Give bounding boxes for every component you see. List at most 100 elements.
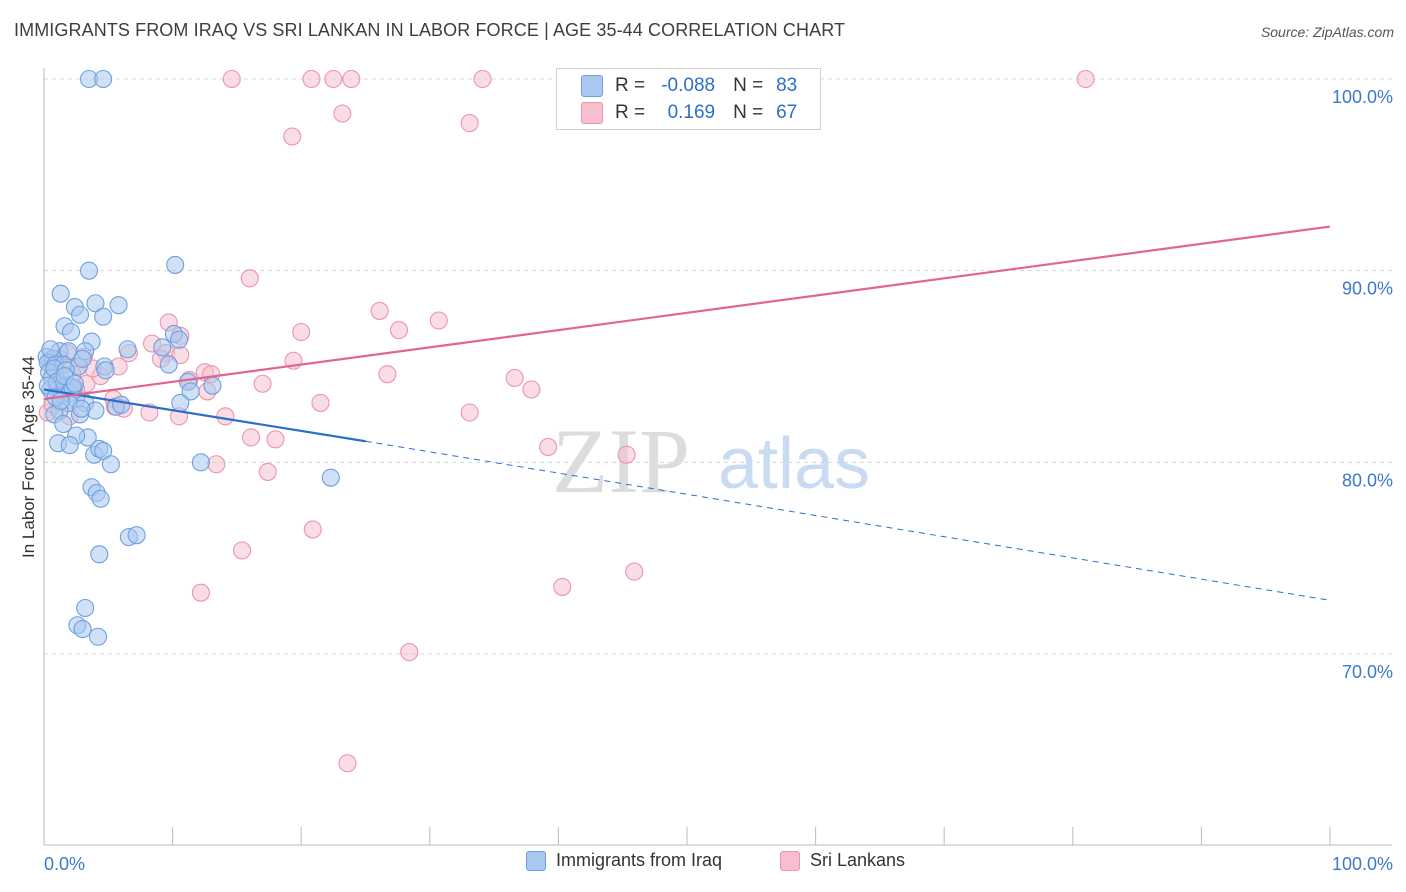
point-iraq: [72, 399, 91, 418]
point-sri-lankans: [460, 114, 479, 133]
point-iraq: [73, 349, 92, 368]
point-iraq: [60, 436, 79, 455]
trend-lines: [43, 225, 1331, 601]
point-sri-lankans: [429, 311, 448, 330]
y-tick-label: 90.0%: [1342, 279, 1393, 299]
point-iraq: [101, 455, 120, 474]
point-iraq: [88, 627, 108, 646]
point-iraq: [70, 305, 90, 324]
point-sri-lankans: [378, 365, 397, 384]
point-iraq: [76, 598, 95, 618]
y-tick-label: 70.0%: [1342, 662, 1393, 682]
stats-r-value: -0.088: [661, 75, 716, 96]
point-iraq: [79, 261, 99, 280]
point-sri-lankans: [292, 322, 311, 342]
point-iraq: [90, 545, 109, 564]
point-iraq: [61, 322, 81, 342]
point-sri-lankans: [324, 69, 343, 89]
point-sri-lankans: [553, 577, 572, 596]
source-credit: Source: ZipAtlas.com: [1260, 24, 1394, 40]
point-iraq: [94, 441, 113, 460]
stats-r-value: 0.169: [667, 102, 716, 123]
point-sri-lankans: [241, 428, 261, 447]
stats-swatch-iraq: [581, 75, 603, 97]
point-sri-lankans: [240, 269, 259, 288]
stats-swatch-sri-lankans: [581, 102, 603, 124]
stats-legend: R = -0.088 N = 83 R = 0.169 N = 67: [556, 68, 821, 130]
point-sri-lankans: [338, 754, 357, 773]
point-sri-lankans: [216, 407, 235, 426]
point-iraq: [86, 294, 105, 313]
stats-n-value: 83: [776, 75, 798, 96]
trend-line-sri-lankans: [43, 225, 1331, 401]
point-iraq: [112, 395, 131, 414]
point-sri-lankans: [191, 583, 210, 602]
trend-line-iraq-extension: [365, 440, 1331, 601]
stats-n-label: N =: [733, 102, 764, 123]
legend-swatch-iraq: [526, 850, 546, 871]
point-iraq: [109, 296, 128, 315]
point-sri-lankans: [370, 301, 389, 320]
point-iraq: [91, 489, 110, 508]
trend-line-iraq: [43, 388, 366, 443]
point-iraq: [127, 526, 146, 545]
series-iraq: [37, 69, 340, 646]
point-sri-lankans: [1076, 69, 1095, 89]
point-iraq: [169, 330, 189, 349]
stats-row-sri-lankans: R = 0.169 N = 67: [581, 100, 797, 126]
point-sri-lankans: [539, 437, 558, 457]
point-sri-lankans: [258, 462, 277, 481]
chart-title: IMMIGRANTS FROM IRAQ VS SRI LANKAN IN LA…: [14, 20, 846, 40]
stats-n-label: N =: [733, 75, 764, 96]
point-iraq: [153, 338, 172, 357]
point-sri-lankans: [266, 430, 285, 449]
point-sri-lankans: [303, 520, 322, 539]
stats-row-iraq: R = -0.088 N = 83: [581, 73, 797, 99]
point-sri-lankans: [617, 445, 636, 464]
y-tick-label: 80.0%: [1342, 470, 1393, 490]
point-sri-lankans: [342, 69, 361, 89]
point-iraq: [166, 255, 185, 274]
watermark-atlas: atlas: [718, 424, 870, 504]
point-sri-lankans: [389, 321, 408, 340]
point-iraq: [118, 340, 137, 359]
point-sri-lankans: [253, 374, 272, 393]
point-sri-lankans: [460, 403, 479, 422]
stats-r-label: R =: [615, 75, 646, 96]
legend-swatch-sri-lankans: [780, 850, 800, 871]
x-tick-label: 0.0%: [44, 854, 85, 874]
point-iraq: [321, 468, 340, 487]
y-tick-labels: 100.0% 90.0% 80.0% 70.0%: [1332, 87, 1393, 682]
x-tick-labels: 0.0% 100.0%: [44, 854, 1393, 874]
point-iraq: [96, 361, 115, 380]
point-iraq: [171, 393, 190, 412]
point-iraq: [54, 414, 73, 434]
point-iraq: [94, 307, 113, 326]
point-sri-lankans: [283, 127, 302, 146]
point-sri-lankans: [522, 380, 541, 399]
y-tick-label: 100.0%: [1332, 87, 1393, 107]
point-sri-lankans: [207, 455, 226, 474]
point-sri-lankans: [333, 104, 352, 123]
point-sri-lankans: [505, 368, 524, 388]
point-sri-lankans: [222, 69, 241, 89]
point-iraq: [94, 69, 113, 89]
point-sri-lankans: [473, 69, 492, 89]
point-sri-lankans: [400, 643, 419, 662]
legend-item-sri-lankans[interactable]: Sri Lankans: [780, 850, 905, 871]
point-iraq: [181, 382, 200, 401]
legend-item-iraq[interactable]: Immigrants from Iraq: [526, 850, 722, 871]
point-sri-lankans: [625, 562, 644, 581]
point-iraq: [51, 284, 70, 303]
gridlines: [44, 78, 1392, 655]
point-sri-lankans: [311, 393, 330, 412]
stats-r-label: R =: [615, 102, 646, 123]
bottom-legend: Immigrants from Iraq Sri Lankans: [0, 850, 1406, 878]
legend-label-sri-lankans: Sri Lankans: [810, 850, 906, 870]
x-tick-label: 100.0%: [1332, 854, 1393, 874]
axes: [43, 68, 1392, 846]
point-iraq: [65, 374, 84, 393]
point-iraq: [203, 376, 222, 395]
point-sri-lankans: [232, 541, 252, 560]
